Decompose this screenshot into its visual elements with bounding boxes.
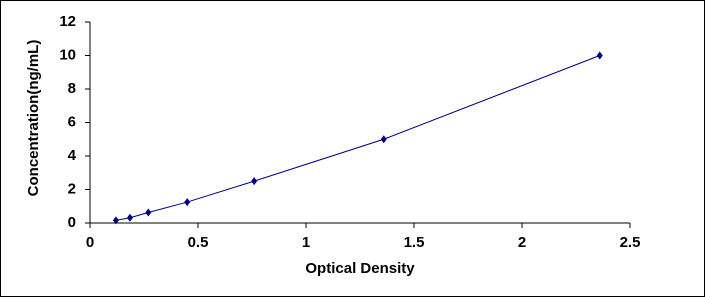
- point: [596, 51, 603, 60]
- y-tick-label: 4: [68, 147, 77, 164]
- y-tick-label: 12: [59, 13, 76, 30]
- x-axis-title: Optical Density: [305, 260, 415, 277]
- x-tick-label: 0.5: [188, 234, 209, 251]
- point: [184, 198, 191, 207]
- point: [112, 216, 119, 225]
- point: [126, 213, 133, 222]
- y-tick-label: 0: [68, 214, 76, 231]
- y-tick-label: 2: [68, 180, 76, 197]
- y-tick-label: 8: [68, 80, 76, 97]
- x-tick-label: 1: [302, 234, 310, 251]
- point: [380, 135, 387, 144]
- x-tick-label: 0: [86, 234, 94, 251]
- x-tick-label: 1.5: [404, 234, 425, 251]
- x-tick-label: 2: [518, 234, 526, 251]
- point: [251, 177, 258, 186]
- y-tick-label: 10: [59, 46, 76, 63]
- x-tick-label: 2.5: [620, 234, 641, 251]
- point: [145, 208, 152, 217]
- y-axis-title: Concentration(ng/mL): [25, 40, 42, 197]
- y-tick-label: 6: [68, 113, 76, 130]
